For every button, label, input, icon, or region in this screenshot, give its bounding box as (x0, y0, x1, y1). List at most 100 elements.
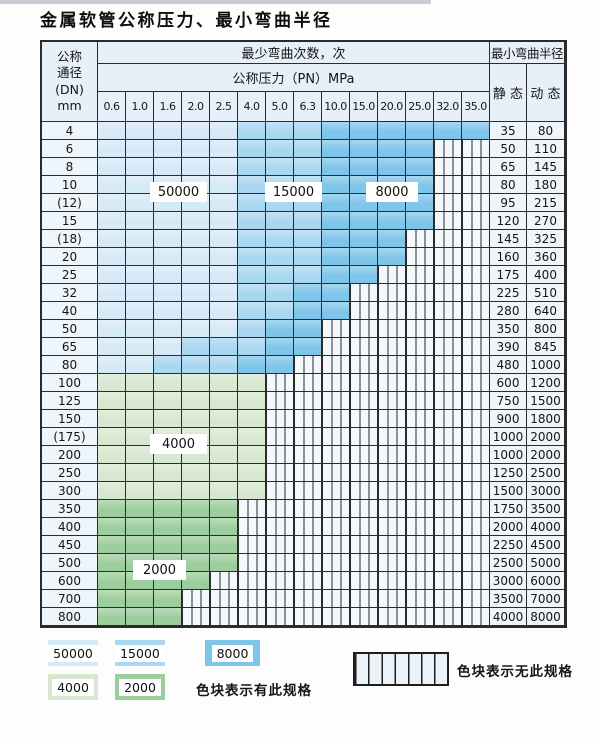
spec-cell (378, 212, 406, 230)
spec-cell (294, 140, 322, 158)
spec-cell (238, 140, 266, 158)
static-value: 160 (490, 248, 527, 266)
no-spec-cell (434, 356, 462, 374)
spec-cell (266, 266, 294, 284)
spec-cell (126, 122, 154, 140)
static-value: 750 (490, 392, 527, 410)
no-spec-cell (378, 302, 406, 320)
dynamic-value: 270 (527, 212, 565, 230)
dynamic-value: 845 (527, 338, 565, 356)
spec-cell (210, 248, 238, 266)
static-value: 3500 (490, 590, 527, 608)
no-spec-cell (378, 608, 406, 626)
dynamic-value: 360 (527, 248, 565, 266)
dynamic-value: 1800 (527, 410, 565, 428)
no-spec-cell (406, 464, 434, 482)
spec-cell (154, 302, 182, 320)
dn-label: 25 (42, 266, 98, 284)
no-spec-cell (294, 392, 322, 410)
dn-label: 150 (42, 410, 98, 428)
spec-cell (154, 122, 182, 140)
no-spec-cell (462, 338, 490, 356)
no-spec-cell (378, 464, 406, 482)
static-value: 175 (490, 266, 527, 284)
no-spec-cell (350, 446, 378, 464)
static-value: 65 (490, 158, 527, 176)
header-dynamic: 动 态 (527, 64, 565, 122)
dn-label: (12) (42, 194, 98, 212)
dn-label: 4 (42, 122, 98, 140)
spec-cell (126, 446, 154, 464)
no-spec-cell (406, 482, 434, 500)
dn-label: 6 (42, 140, 98, 158)
spec-cell (210, 284, 238, 302)
static-value: 225 (490, 284, 527, 302)
spec-cell (98, 122, 126, 140)
no-spec-cell (462, 536, 490, 554)
spec-cell (238, 158, 266, 176)
spec-cell (98, 518, 126, 536)
no-spec-cell (350, 428, 378, 446)
no-spec-cell (322, 428, 350, 446)
spec-cell (126, 590, 154, 608)
spec-cell (210, 176, 238, 194)
spec-cell (126, 158, 154, 176)
spec-cell (182, 482, 210, 500)
no-spec-cell (462, 302, 490, 320)
no-spec-cell (210, 572, 238, 590)
no-spec-cell (378, 536, 406, 554)
spec-cell (266, 302, 294, 320)
no-spec-cell (434, 428, 462, 446)
legend-has-spec-text: 色块表示有此规格 (196, 683, 312, 699)
legend-swatch-label: 15000 (115, 644, 165, 662)
spec-cell (98, 572, 126, 590)
no-spec-cell (434, 158, 462, 176)
spec-cell (350, 140, 378, 158)
spec-cell (154, 248, 182, 266)
no-spec-cell (322, 464, 350, 482)
no-spec-cell (322, 518, 350, 536)
spec-cell (126, 500, 154, 518)
no-spec-cell (322, 410, 350, 428)
no-spec-cell (462, 176, 490, 194)
spec-cell (238, 464, 266, 482)
spec-cell (210, 464, 238, 482)
no-spec-cell (294, 554, 322, 572)
spec-cell (322, 248, 350, 266)
spec-cell (238, 482, 266, 500)
no-spec-cell (266, 464, 294, 482)
spec-cell (98, 302, 126, 320)
spec-cell (154, 212, 182, 230)
spec-cell (126, 194, 154, 212)
spec-cell (98, 590, 126, 608)
spec-cell (210, 482, 238, 500)
no-spec-cell (434, 464, 462, 482)
dn-label: 40 (42, 302, 98, 320)
no-spec-cell (462, 518, 490, 536)
no-spec-cell (378, 500, 406, 518)
spec-cell (266, 356, 294, 374)
no-spec-cell (406, 446, 434, 464)
dn-label: 450 (42, 536, 98, 554)
no-spec-cell (378, 518, 406, 536)
no-spec-cell (462, 608, 490, 626)
pressure-header: 4.0 (238, 92, 266, 122)
no-spec-cell (350, 536, 378, 554)
no-spec-cell (322, 320, 350, 338)
no-spec-cell (294, 536, 322, 554)
no-spec-cell (406, 356, 434, 374)
spec-cell (266, 284, 294, 302)
pressure-header: 1.0 (126, 92, 154, 122)
spec-cell (154, 320, 182, 338)
no-spec-cell (294, 572, 322, 590)
no-spec-cell (434, 536, 462, 554)
static-value: 1500 (490, 482, 527, 500)
no-spec-cell (406, 590, 434, 608)
spec-cell (210, 446, 238, 464)
no-spec-cell (434, 500, 462, 518)
spec-cell (266, 248, 294, 266)
spec-cell (322, 158, 350, 176)
spec-cell (182, 320, 210, 338)
spec-cell (126, 428, 154, 446)
no-spec-cell (406, 392, 434, 410)
